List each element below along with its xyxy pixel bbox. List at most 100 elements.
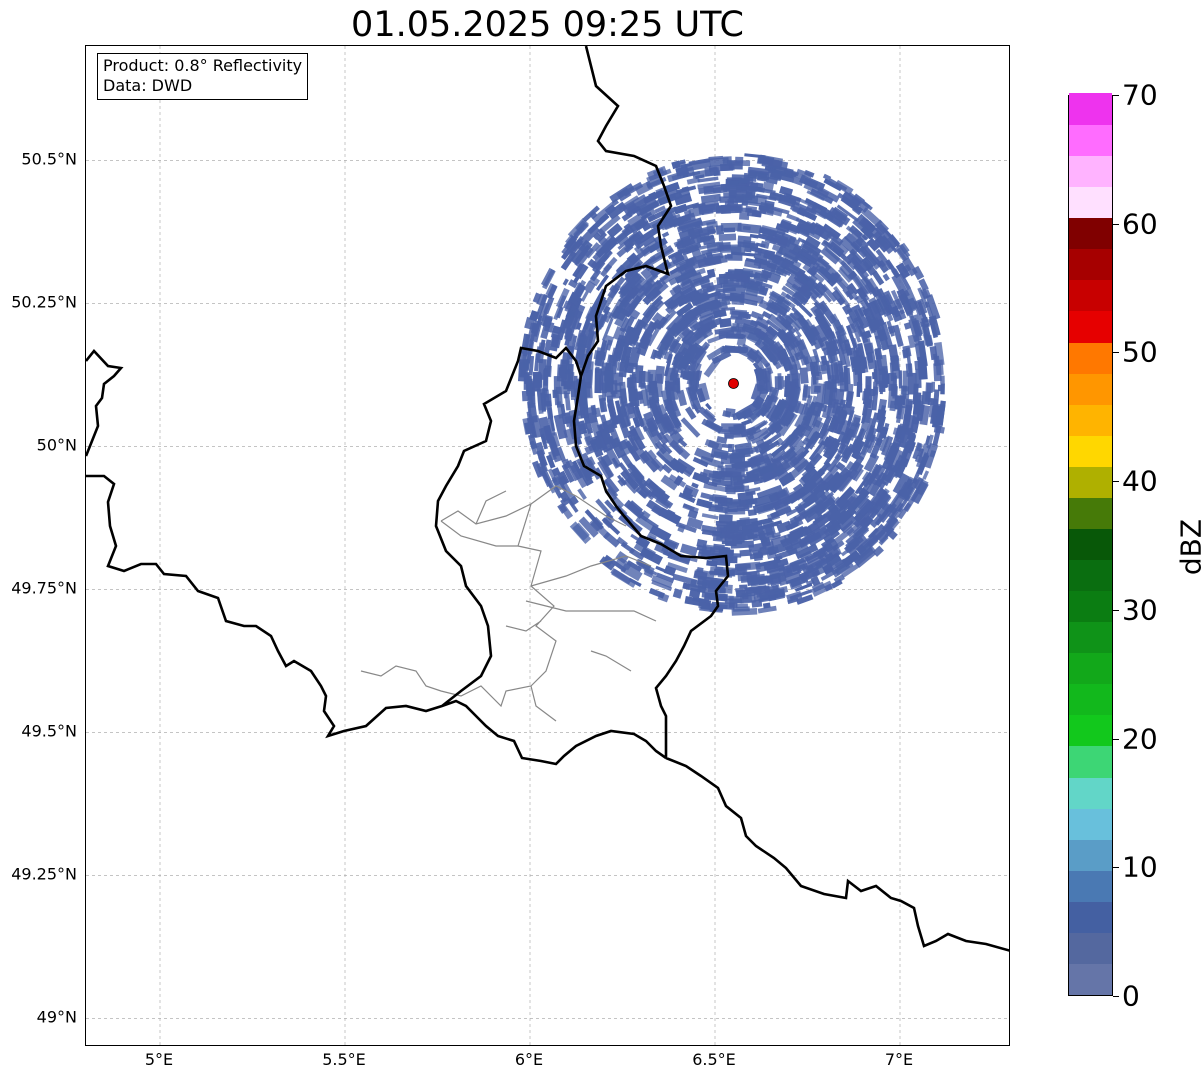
echo-cell	[905, 347, 913, 374]
echo-cell	[853, 547, 877, 568]
echo-cell	[882, 290, 900, 316]
echo-cell	[881, 445, 900, 471]
echo-cell	[929, 449, 937, 458]
echo-cell	[677, 242, 702, 255]
colorbar-segment	[1069, 870, 1112, 902]
echo-cell	[839, 445, 849, 456]
echo-cell	[668, 340, 682, 355]
echo-cell	[789, 200, 818, 220]
echo-cell	[811, 580, 834, 597]
echo-cell	[585, 331, 595, 354]
colorbar-segment	[1069, 435, 1112, 467]
echo-cell	[899, 243, 911, 258]
echo-cell	[627, 434, 639, 451]
echo-cell	[639, 198, 663, 213]
echo-cell	[556, 401, 564, 419]
echo-cell	[858, 506, 877, 526]
echo-cell	[659, 309, 677, 329]
colorbar-segment	[1069, 373, 1112, 405]
echo-cell	[922, 470, 930, 480]
echo-cell	[588, 411, 602, 438]
echo-cell	[565, 353, 574, 375]
echo-cell	[560, 475, 568, 485]
echo-cell	[649, 524, 672, 543]
echo-cell	[604, 204, 617, 216]
echo-cell	[655, 404, 673, 429]
echo-cell	[684, 259, 710, 273]
echo-cell	[836, 496, 849, 509]
echo-cell	[692, 363, 702, 381]
longitude-tick-label: 5.5°E	[322, 1050, 366, 1069]
echo-cell	[563, 391, 568, 399]
echo-cell	[707, 439, 724, 451]
echo-cell	[765, 325, 779, 338]
echo-cell	[853, 309, 865, 327]
echo-cell	[937, 384, 942, 392]
echo-cell	[622, 201, 639, 217]
echo-cell	[786, 213, 800, 223]
colorbar-segment	[1069, 497, 1112, 529]
echo-cell	[773, 424, 784, 435]
echo-cell	[600, 454, 613, 468]
echo-cell	[820, 239, 831, 249]
echo-cell	[661, 463, 673, 474]
echo-cell	[661, 215, 674, 224]
echo-cell	[834, 179, 854, 196]
product-label: Product: 0.8° Reflectivity	[103, 56, 303, 75]
echo-cell	[774, 399, 789, 420]
echo-cell	[722, 410, 732, 418]
echo-cell	[755, 405, 767, 418]
echo-cell	[864, 394, 873, 409]
echo-cell	[643, 189, 668, 204]
echo-cell	[800, 402, 809, 416]
echo-cell	[619, 287, 629, 299]
echo-cell	[865, 281, 879, 298]
echo-cell	[676, 302, 694, 317]
echo-cell	[720, 204, 731, 214]
latitude-tick-label: 49°N	[36, 1007, 77, 1027]
colorbar-segment	[1069, 155, 1112, 188]
echo-cell	[755, 558, 781, 568]
echo-cell	[754, 247, 763, 256]
echo-cell	[735, 193, 759, 204]
echo-cell	[645, 489, 657, 501]
echo-cell	[902, 370, 909, 392]
echo-cell	[803, 177, 819, 189]
echo-cell	[639, 449, 661, 473]
echo-cell	[771, 341, 785, 354]
echo-cell	[803, 499, 826, 519]
echo-cell	[575, 334, 588, 360]
echo-cell	[573, 303, 586, 320]
echo-cell	[758, 299, 784, 318]
echo-cell	[901, 444, 911, 464]
echo-cell	[788, 248, 813, 265]
echo-cell	[802, 436, 813, 448]
echo-cell	[695, 242, 720, 251]
echo-cell	[616, 240, 635, 258]
colorbar-segment	[1069, 310, 1112, 343]
echo-cell	[595, 274, 610, 291]
echo-cell	[839, 236, 860, 256]
echo-cell	[647, 207, 671, 223]
echo-cell	[723, 187, 747, 193]
echo-cell	[669, 459, 692, 478]
echo-cell	[567, 218, 590, 241]
radar-map[interactable]	[85, 45, 1010, 1046]
belgium-luxembourg-border	[86, 46, 1009, 952]
echo-cell	[716, 534, 724, 541]
latitude-tick-label: 50.5°N	[21, 149, 77, 169]
echo-cell	[881, 501, 892, 513]
colorbar-segment	[1069, 776, 1112, 809]
colorbar-segment	[1069, 528, 1112, 561]
echo-cell	[823, 178, 843, 192]
echo-cell	[596, 250, 613, 269]
echo-cell	[903, 398, 913, 422]
echo-cell	[696, 538, 708, 549]
echo-cell	[661, 442, 673, 455]
echo-cell	[770, 256, 788, 270]
echo-cell	[610, 568, 632, 585]
echo-cell	[746, 429, 756, 436]
echo-cell	[753, 257, 772, 267]
echo-cell	[834, 271, 851, 290]
latitude-tick-label: 49.5°N	[21, 721, 77, 741]
